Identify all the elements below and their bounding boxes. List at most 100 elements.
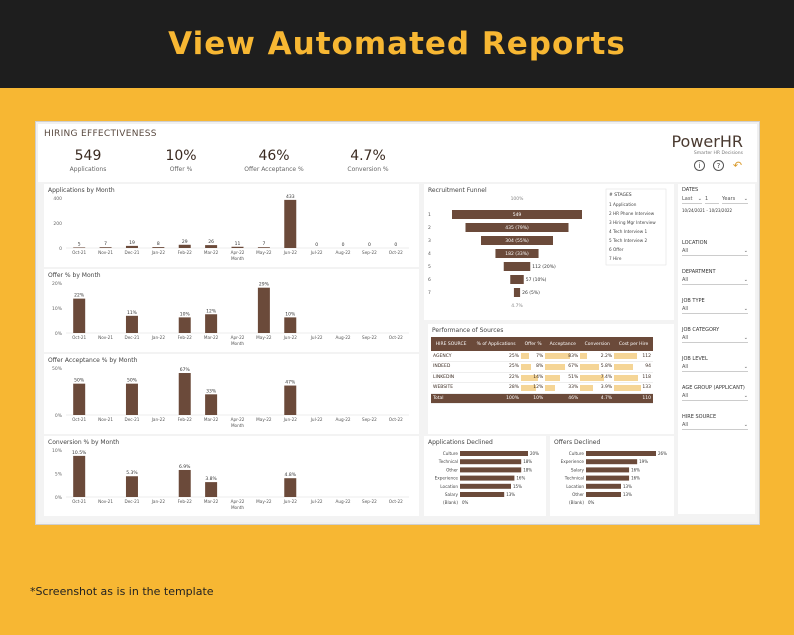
x-tick-label: Nov-21 — [98, 250, 113, 255]
stage-index: 2 — [428, 225, 431, 231]
table-row[interactable]: INDEED 25% 8% 67% 5.8% 94 — [431, 361, 653, 373]
table-cell: 51% — [545, 372, 581, 383]
x-tick-label: Dec-21 — [124, 250, 139, 255]
info-icon[interactable]: i — [694, 160, 705, 171]
dates-unit-select[interactable]: Years ⌄ — [722, 196, 748, 204]
filter-dropdown[interactable]: All ⌄ — [682, 335, 748, 343]
category-label: Culture — [569, 451, 585, 456]
category-label: Location — [440, 484, 458, 489]
filter-label: JOB TYPE — [682, 298, 705, 304]
filter-dropdown[interactable]: All ⌄ — [682, 248, 748, 256]
data-label: 50% — [74, 378, 85, 384]
table-row[interactable]: WEBSITE 28% 12% 33% 3.9% 133 — [431, 382, 653, 394]
x-tick-label: Mar-22 — [204, 417, 219, 422]
stage-item: 1 Application — [609, 202, 637, 207]
x-tick-label: Jul-22 — [310, 417, 323, 422]
table-cell: 33% — [545, 382, 581, 394]
x-tick-label: Oct-21 — [72, 499, 86, 504]
data-label: 16% — [631, 476, 640, 481]
filter-dropdown[interactable]: All ⌄ — [682, 364, 748, 372]
table-cell: 14% — [520, 372, 546, 383]
stage-item: 2 HR Phone Interview — [609, 211, 655, 216]
kpi-value: 46% — [258, 148, 290, 164]
funnel-label: 435 (79%) — [505, 225, 529, 231]
dates-mode-select[interactable]: Last ⌄ — [682, 196, 702, 204]
chart-title: Recruitment Funnel — [428, 187, 487, 194]
funnel-bar — [481, 236, 553, 245]
filter-dropdown[interactable]: All ⌄ — [682, 277, 748, 285]
chart-conversion-by-month: Conversion % by Month 10% 5% 0% 10.5% Oct-21… — [44, 436, 419, 516]
data-label: 22% — [74, 293, 85, 299]
bar — [284, 478, 297, 497]
dashboard-header: HIRING EFFECTIVENESS 549 Applications 10… — [38, 124, 757, 182]
bar — [284, 317, 297, 333]
footnote: *Screenshot as is in the template — [30, 585, 214, 598]
x-tick-label: Feb-22 — [178, 335, 193, 340]
x-tick-label: Oct-22 — [389, 417, 403, 422]
filter-dropdown[interactable]: All ⌄ — [682, 422, 748, 430]
data-label: 19% — [639, 459, 648, 464]
funnel-bar — [513, 288, 521, 297]
x-tick-label: Aug-22 — [336, 250, 351, 255]
x-tick-label: Sep-22 — [362, 417, 377, 422]
table-row[interactable]: LINKEDIN 22% 14% 51% 7.4% 118 — [431, 372, 653, 383]
recruitment-funnel-panel: Recruitment Funnel 100% 1 549 2 435 (79%) 3 30… — [424, 184, 674, 320]
offers-declined-chart: Culture 26% Experience 19% Salary 16% Technica… — [561, 451, 667, 505]
bar — [178, 244, 191, 248]
chevron-down-icon: ⌄ — [743, 364, 748, 370]
stage-index: 7 — [428, 290, 431, 296]
bar — [205, 245, 218, 248]
x-tick-label: Dec-21 — [124, 417, 139, 422]
data-label: 8 — [157, 241, 160, 247]
brand-tagline: Smarter HR Decisions — [693, 151, 743, 156]
chart-applications-by-month: Applications by Month 400 200 0 5 Oct-21 7 Nov… — [44, 184, 419, 267]
x-tick-label: Aug-22 — [336, 417, 351, 422]
applications-declined-panel: Applications Declined Culture 20% Technica… — [424, 436, 546, 516]
help-icon[interactable]: ? — [713, 160, 724, 171]
col-header[interactable]: Offer % — [520, 337, 546, 351]
bar — [460, 492, 505, 497]
x-tick-label: Jan-22 — [151, 417, 166, 422]
x-tick-label: Mar-22 — [204, 250, 219, 255]
funnel-bottom-label: 4.7% — [511, 303, 523, 309]
bar — [178, 317, 191, 333]
bar — [205, 314, 218, 333]
col-header[interactable]: Acceptance — [545, 337, 581, 351]
col-header[interactable]: % of Applications — [471, 337, 521, 351]
performance-of-sources-panel: Performance of Sources HIRE SOURCE % of … — [428, 324, 674, 434]
filter-label: JOB LEVEL — [682, 356, 708, 362]
table-cell: 7.4% — [580, 372, 615, 383]
funnel-top-label: 100% — [511, 196, 525, 202]
x-tick-label: Nov-21 — [98, 417, 113, 422]
stage-item: 5 Tech Interview 2 — [609, 238, 648, 243]
data-label: 10.5% — [72, 450, 87, 456]
brand-logo: PowerHR Smarter HR Decisions — [671, 132, 743, 156]
col-header[interactable]: HIRE SOURCE — [431, 337, 472, 351]
table-cell: 22% — [471, 372, 521, 383]
filter-dropdown[interactable]: All ⌄ — [682, 306, 748, 314]
data-label: 29 — [182, 239, 188, 245]
y-tick-label: 10% — [52, 306, 63, 312]
kpi-applications: 549 Applications — [48, 148, 128, 173]
dates-number-input[interactable]: 1 — [705, 196, 719, 204]
filter-dropdown[interactable]: All ⌄ — [682, 393, 748, 401]
x-tick-label: Jan-22 — [151, 250, 166, 255]
banner: View Automated Reports — [0, 0, 794, 88]
chart-title: Offer % by Month — [48, 272, 101, 279]
bar — [284, 385, 297, 415]
chart-title: Offers Declined — [554, 439, 601, 446]
x-tick-label: Jan-22 — [151, 499, 166, 504]
col-header[interactable]: Conversion — [580, 337, 615, 351]
data-label: 29% — [259, 282, 270, 288]
category-label: Salary — [445, 492, 459, 497]
funnel-bar — [495, 249, 539, 258]
x-tick-label: Oct-21 — [72, 250, 86, 255]
filter-label: HIRE SOURCE — [682, 414, 717, 420]
bar — [460, 475, 515, 481]
table-row[interactable]: AGENCY 25% 7% 83% 2.2% 112 — [431, 351, 653, 362]
back-arrow-icon[interactable]: ↶ — [732, 159, 743, 172]
data-label: 0 — [342, 242, 345, 248]
bar — [257, 247, 270, 248]
col-header[interactable]: Cost per Hire — [614, 337, 653, 351]
dates-range: 10/24/2021 - 10/23/2022 — [682, 208, 733, 213]
